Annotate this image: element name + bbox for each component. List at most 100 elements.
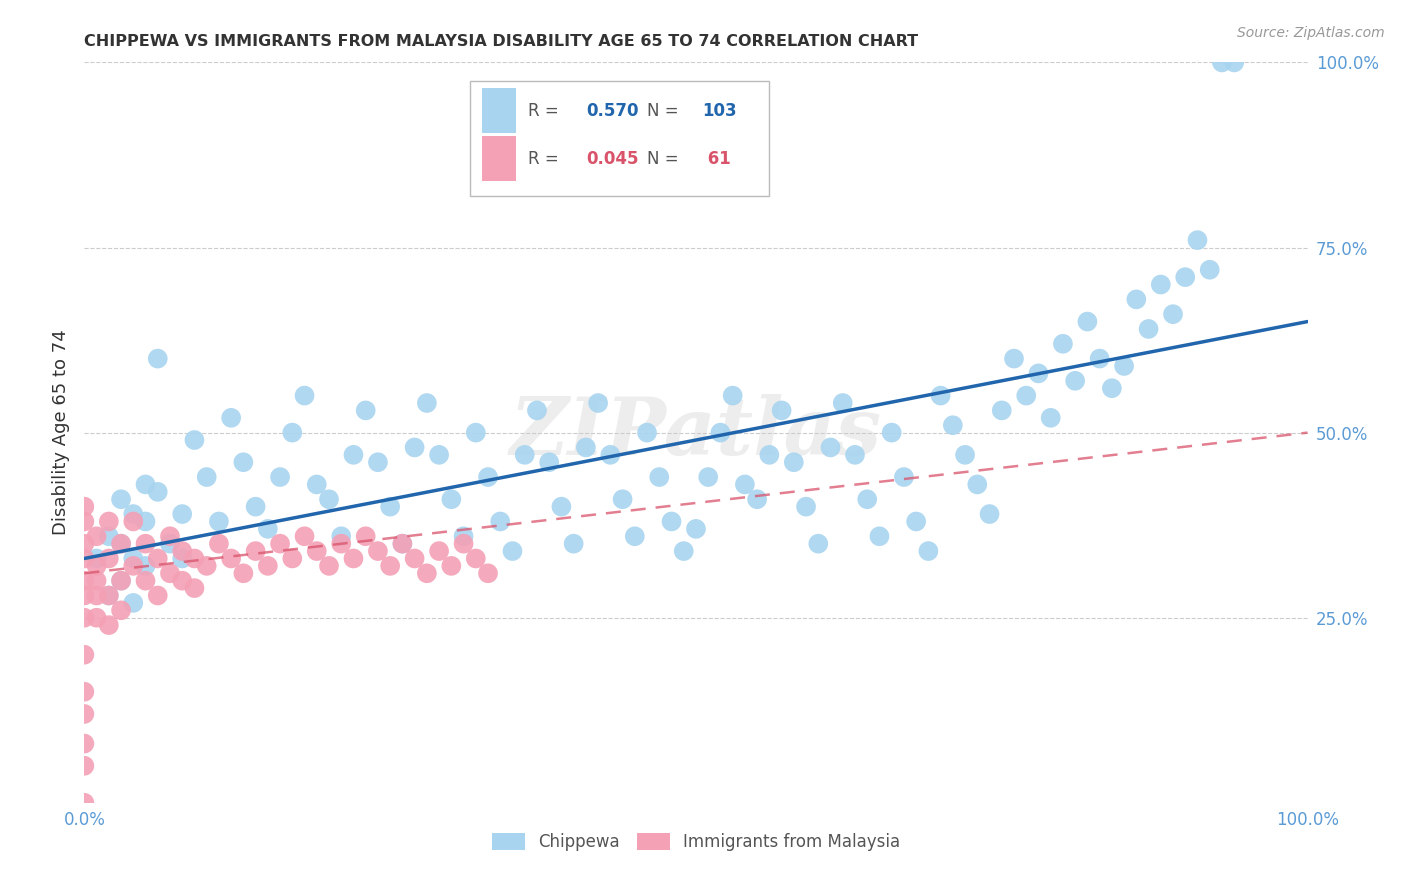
Point [146,551,169,566]
Point [477,470,499,484]
Point [562,536,585,550]
Point [624,529,647,543]
Point [122,507,145,521]
Point [86,610,108,624]
Point [734,477,756,491]
Point [1137,322,1160,336]
Point [172,551,194,566]
Point [135,515,157,529]
Point [342,551,364,566]
Point [294,529,316,543]
Point [513,448,536,462]
Point [183,551,205,566]
Point [110,603,132,617]
Point [1211,55,1233,70]
Point [856,492,879,507]
Point [831,396,853,410]
Text: N =: N = [647,102,683,120]
Point [1150,277,1173,292]
Text: R =: R = [529,102,564,120]
Point [942,418,965,433]
Point [146,351,169,366]
Point [391,536,413,550]
Point [586,396,609,410]
Point [979,507,1001,521]
Point [172,507,194,521]
Point [880,425,903,440]
Point [122,596,145,610]
Point [404,441,426,455]
Point [440,558,463,573]
Point [110,574,132,588]
Point [195,558,218,573]
Point [86,551,108,566]
Point [599,448,621,462]
FancyBboxPatch shape [470,81,769,195]
Point [97,589,120,603]
Point [354,403,377,417]
Point [636,425,658,440]
Point [1039,410,1062,425]
Point [991,403,1014,417]
Point [73,796,96,810]
FancyBboxPatch shape [482,88,516,133]
Point [502,544,524,558]
Legend: Chippewa, Immigrants from Malaysia: Chippewa, Immigrants from Malaysia [485,826,907,857]
Point [404,551,426,566]
Text: CHIPPEWA VS IMMIGRANTS FROM MALAYSIA DISABILITY AGE 65 TO 74 CORRELATION CHART: CHIPPEWA VS IMMIGRANTS FROM MALAYSIA DIS… [84,34,918,49]
Point [330,536,353,550]
Point [135,477,157,491]
Point [281,551,304,566]
Point [661,515,683,529]
Point [73,685,96,699]
Point [183,433,205,447]
Point [245,544,267,558]
Point [966,477,988,491]
Y-axis label: Disability Age 65 to 74: Disability Age 65 to 74 [52,330,70,535]
Point [367,544,389,558]
Point [672,544,695,558]
Point [86,574,108,588]
Point [721,388,744,402]
Point [1174,270,1197,285]
Point [232,566,254,581]
Point [122,551,145,566]
Point [97,551,120,566]
Point [575,441,598,455]
Point [1114,359,1136,373]
Point [709,425,731,440]
Point [73,737,96,751]
Point [219,551,242,566]
Point [354,529,377,543]
Point [195,470,218,484]
Point [648,470,671,484]
Point [110,536,132,550]
Point [380,558,402,573]
Point [232,455,254,469]
Point [281,425,304,440]
Point [159,529,181,543]
Point [427,544,450,558]
Point [794,500,817,514]
Point [526,403,548,417]
Point [1161,307,1184,321]
Point [391,536,413,550]
Point [110,492,132,507]
Point [294,388,316,402]
Text: Source: ZipAtlas.com: Source: ZipAtlas.com [1237,26,1385,40]
Point [489,515,512,529]
Point [146,484,169,499]
Point [697,470,720,484]
Point [73,500,96,514]
Point [73,758,96,772]
Point [844,448,866,462]
Point [208,515,231,529]
Point [73,536,96,550]
Text: 61: 61 [702,150,731,168]
Point [97,515,120,529]
Point [427,448,450,462]
Point [110,574,132,588]
Point [208,536,231,550]
Point [146,589,169,603]
Point [1002,351,1025,366]
